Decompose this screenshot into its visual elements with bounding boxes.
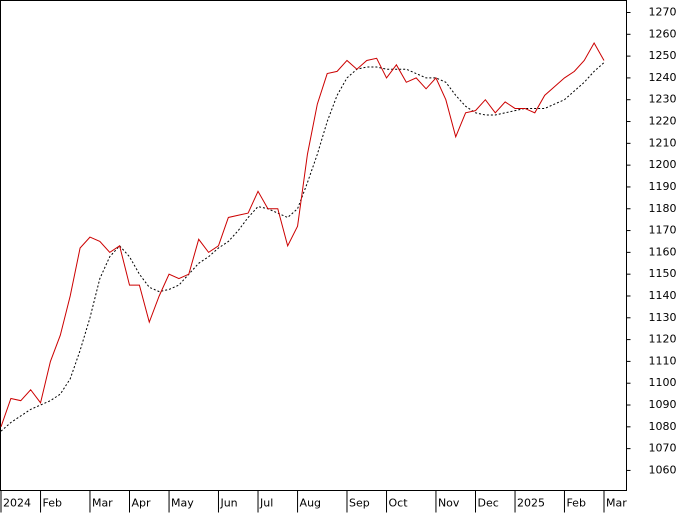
x-tick-label: Apr <box>132 497 152 510</box>
x-tick-label: 2024 <box>3 497 31 510</box>
x-tick-label: Nov <box>438 497 460 510</box>
x-tick-label: 2025 <box>517 497 545 510</box>
x-tick-label: Aug <box>300 497 321 510</box>
y-tick-label: 1220 <box>649 115 677 128</box>
y-tick-label: 1190 <box>649 180 677 193</box>
y-tick-label: 1060 <box>649 463 677 476</box>
x-tick-label: Jun <box>219 497 237 510</box>
x-tick-label: Feb <box>43 497 62 510</box>
x-tick-label: Sep <box>349 497 370 510</box>
y-tick-label: 1100 <box>649 376 677 389</box>
y-tick-label: 1260 <box>649 27 677 40</box>
x-tick-label: May <box>171 497 194 510</box>
x-tick-label: Jul <box>259 497 273 510</box>
x-tick-label: Oct <box>389 497 409 510</box>
y-tick-label: 1170 <box>649 224 677 237</box>
average-line <box>0 62 605 432</box>
price-line <box>0 42 605 427</box>
y-tick-label: 1250 <box>649 49 677 62</box>
y-tick-label: 1140 <box>649 289 677 302</box>
y-tick-label: 1080 <box>649 420 677 433</box>
x-tick-label: Dec <box>477 497 498 510</box>
y-tick-label: 1180 <box>649 202 677 215</box>
y-tick-label: 1070 <box>649 442 677 455</box>
plot-frame <box>0 0 627 491</box>
y-tick-label: 1120 <box>649 333 677 346</box>
y-tick-label: 1150 <box>649 267 677 280</box>
y-tick-label: 1270 <box>649 5 677 18</box>
y-tick-label: 1230 <box>649 93 677 106</box>
x-tick-label: Feb <box>566 497 585 510</box>
y-tick-label: 1210 <box>649 136 677 149</box>
y-tick-label: 1090 <box>649 398 677 411</box>
y-tick-label: 1240 <box>649 71 677 84</box>
y-tick-label: 1130 <box>649 311 677 324</box>
y-tick-label: 1160 <box>649 245 677 258</box>
x-tick-label: Mar <box>92 497 113 510</box>
x-tick-label: Mar <box>606 497 627 510</box>
y-tick-label: 1110 <box>649 354 677 367</box>
y-tick-label: 1200 <box>649 158 677 171</box>
